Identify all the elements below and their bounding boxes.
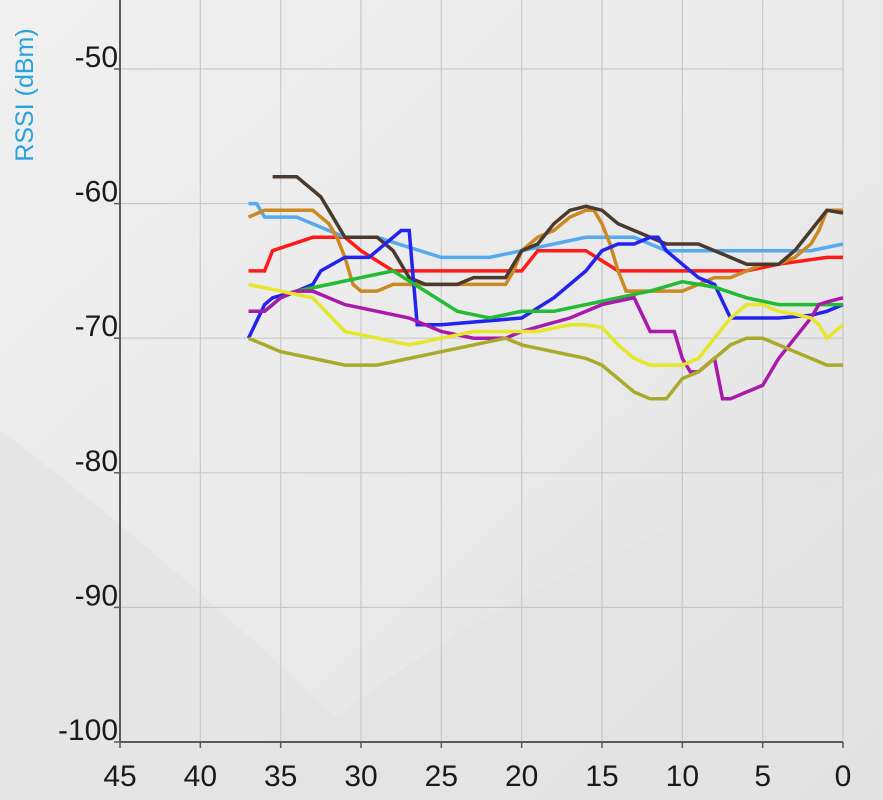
series-line-7	[248, 289, 844, 401]
series-line-6	[248, 269, 843, 320]
x-tick-label: 45	[103, 760, 136, 793]
x-tick-label: 0	[835, 760, 852, 793]
x-tick-labels: 45 40 35 30 25 20 15 10 5 0	[103, 760, 851, 793]
x-tick-label: 30	[344, 760, 377, 793]
chart-grid	[120, 0, 844, 743]
chart-axes	[114, 0, 844, 748]
y-tick-label: -80	[75, 445, 118, 478]
data-series	[246, 174, 845, 401]
x-tick-label: 5	[754, 760, 771, 793]
background-wave-shape	[0, 430, 420, 800]
series-line-4	[272, 174, 844, 287]
x-tick-label: 35	[264, 760, 297, 793]
x-tick-label: 40	[184, 760, 217, 793]
series-line-9	[247, 336, 843, 401]
series-line-5	[246, 228, 844, 339]
y-tick-label: -50	[75, 41, 118, 74]
x-tick-label: 20	[505, 760, 538, 793]
y-axis-title: RSSI (dBm)	[11, 28, 39, 161]
series-line-3	[247, 208, 843, 293]
y-tick-label: -90	[75, 579, 118, 612]
background-wave-shape	[230, 470, 883, 800]
x-tick-label: 10	[666, 760, 699, 793]
x-tick-label: 15	[585, 760, 618, 793]
y-tick-label: -70	[75, 310, 118, 343]
y-tick-labels: -50 -60 -70 -80 -90 -100	[58, 41, 118, 747]
x-tick-label: 25	[425, 760, 458, 793]
y-tick-label: -100	[58, 714, 118, 747]
series-line-8	[248, 282, 845, 367]
y-tick-label: -60	[75, 176, 118, 209]
